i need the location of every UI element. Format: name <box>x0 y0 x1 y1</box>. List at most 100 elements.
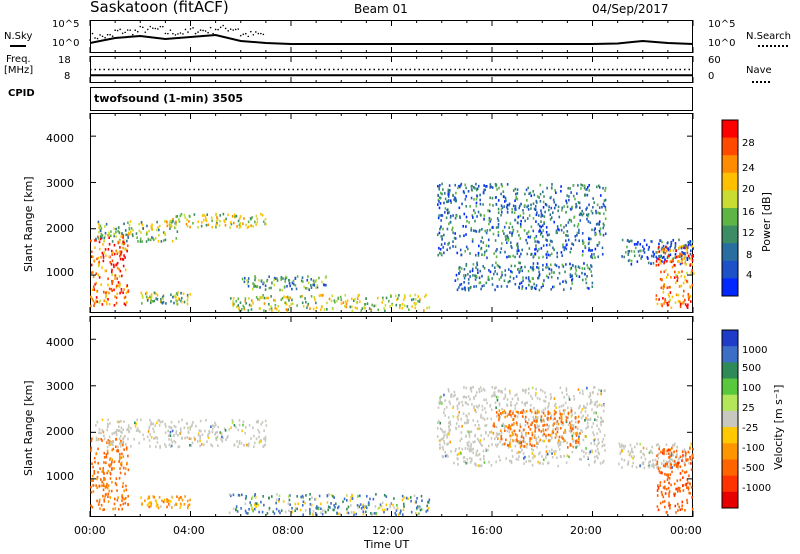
velocity-echo-cell <box>444 399 446 402</box>
power-echo-cell <box>251 299 253 302</box>
velocity-echo-cell <box>466 461 469 465</box>
velocity-echo-cell <box>573 394 575 398</box>
velocity-echo-cell <box>509 425 512 428</box>
power-echo-cell <box>475 182 477 186</box>
velocity-echo-cell <box>589 402 592 405</box>
velocity-echo-cell <box>691 496 693 499</box>
velocity-echo-cell <box>223 427 226 431</box>
power-echo-cell <box>166 224 169 228</box>
power-echo-cell <box>586 286 589 290</box>
power-echo-cell <box>537 214 540 217</box>
power-echo-cell <box>310 294 313 298</box>
velocity-echo-cell <box>601 420 604 423</box>
velocity-echo-cell <box>593 386 595 389</box>
power-echo-cell <box>280 276 283 279</box>
power-echo-cell <box>132 228 134 232</box>
power-echo-cell <box>97 237 100 240</box>
power-echo-cell <box>102 243 104 246</box>
power-echo-cell <box>489 270 492 274</box>
velocity-echo-cell <box>483 461 486 464</box>
power-echo-cell <box>116 266 119 270</box>
velocity-echo-cell <box>682 454 684 457</box>
power-echo-cell <box>124 303 127 307</box>
velocity-echo-cell <box>146 435 149 439</box>
power-echo-cell <box>449 220 452 224</box>
velocity-echo-cell <box>162 500 165 504</box>
velocity-echo-cell <box>582 414 584 418</box>
velocity-echo-cell <box>168 425 171 429</box>
velocity-echo-cell <box>106 428 108 432</box>
velocity-echo-cell <box>529 459 532 463</box>
power-echo-cell <box>474 278 477 281</box>
velocity-echo-cell <box>543 423 546 427</box>
velocity-echo-cell <box>671 446 673 450</box>
velocity-echo-cell <box>687 486 690 489</box>
power-echo-cell <box>398 306 401 310</box>
velocity-echo-cell <box>204 429 206 433</box>
power-echo-cell <box>681 270 683 273</box>
velocity-echo-cell <box>656 460 659 464</box>
power-echo-cell <box>514 255 516 259</box>
power-echo-cell <box>150 224 153 228</box>
power-echo-cell <box>313 282 315 285</box>
velocity-echo-cell <box>261 421 264 424</box>
velocity-echo-cell <box>208 431 211 434</box>
power-echo-cell <box>111 259 114 263</box>
velocity-echo-cell <box>124 467 127 470</box>
velocity-echo-cell <box>570 444 573 447</box>
velocity-echo-cell <box>395 513 397 517</box>
velocity-echo-cell <box>673 462 676 466</box>
power-echo-cell <box>598 220 601 223</box>
velocity-echo-cell <box>346 507 348 511</box>
power-echo-cell <box>497 230 500 234</box>
velocity-echo-cell <box>463 395 466 399</box>
power-echo-cell <box>264 288 267 291</box>
noise-sky-line <box>89 33 694 45</box>
freq-plot <box>89 56 694 83</box>
velocity-echo-cell <box>629 443 632 447</box>
power-echo-cell <box>121 274 123 278</box>
power-echo-cell <box>439 183 441 187</box>
velocity-echo-cell <box>509 427 512 431</box>
power-echo-cell <box>419 298 421 301</box>
velocity-echo-cell <box>570 409 573 412</box>
power-echo-cell <box>690 243 692 247</box>
velocity-echo-cell <box>170 438 173 442</box>
power-echo-cell <box>602 222 605 226</box>
power-echo-cell <box>395 303 398 307</box>
velocity-echo-cell <box>114 507 117 510</box>
power-echo-cell <box>542 263 544 267</box>
power-echo-cell <box>464 288 467 292</box>
power-echo-cell <box>522 216 525 219</box>
noise-search-point <box>94 37 96 39</box>
velocity-echo-cell <box>491 443 493 446</box>
power-echo-cell <box>189 225 191 229</box>
power-echo-cell <box>467 288 470 292</box>
power-echo-cell <box>246 226 249 230</box>
power-echo-cell <box>650 240 652 243</box>
power-echo-cell <box>500 247 503 250</box>
velocity-echo-cell <box>266 512 269 515</box>
velocity-echo-cell <box>512 439 514 442</box>
power-echo-cell <box>107 233 109 237</box>
velocity-echo-cell <box>535 417 538 420</box>
colorbar-segment <box>722 346 738 363</box>
power-echo-cell <box>540 220 542 223</box>
velocity-echo-cell <box>187 430 190 434</box>
power-echo-cell <box>636 260 639 263</box>
power-echo-cell <box>439 251 441 255</box>
velocity-echo-cell <box>565 387 568 390</box>
velocity-echo-cell <box>515 410 518 414</box>
velocity-echo-cell <box>472 385 474 389</box>
power-echo-cell <box>151 228 153 231</box>
power-echo-cell <box>487 278 490 281</box>
velocity-echo-cell <box>528 455 530 458</box>
power-echo-cell <box>244 297 247 300</box>
velocity-echo-cell <box>109 496 112 499</box>
power-echo-cell <box>512 277 515 280</box>
power-echo-cell <box>514 218 516 222</box>
power-echo-cell <box>594 247 597 251</box>
power-echo-cell <box>550 195 552 199</box>
power-echo-cell <box>296 304 298 307</box>
power-echo-cell <box>669 249 671 253</box>
